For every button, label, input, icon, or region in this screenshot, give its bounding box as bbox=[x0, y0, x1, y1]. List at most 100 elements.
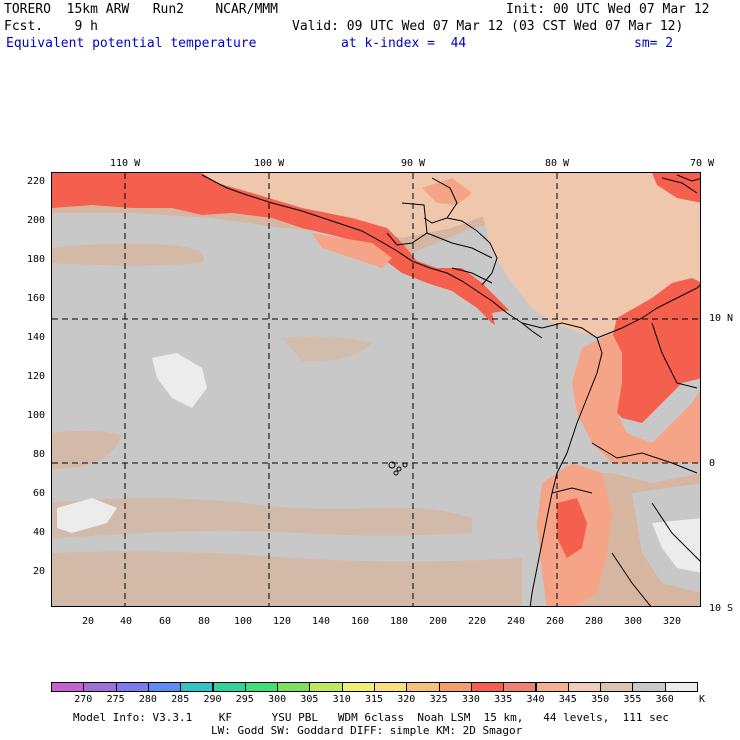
colorbar-swatch bbox=[51, 682, 85, 692]
peach-caribbean bbox=[482, 173, 700, 338]
x-tick: 20 bbox=[82, 616, 95, 627]
coastline-caribbean-islands bbox=[661, 177, 698, 194]
border-nicaragua bbox=[451, 267, 493, 284]
border-colombia-venezuela bbox=[651, 322, 698, 389]
colorbar-label: 295 bbox=[235, 694, 254, 705]
colorbar-label: 345 bbox=[558, 694, 577, 705]
x-tick: 240 bbox=[507, 616, 526, 627]
x-tick: 140 bbox=[312, 616, 331, 627]
colorbar-swatch bbox=[632, 682, 666, 692]
x-tick: 60 bbox=[159, 616, 172, 627]
colorbar-label: 270 bbox=[74, 694, 93, 705]
level-index: at k-index = 44 bbox=[341, 36, 467, 51]
colorbar-label: 350 bbox=[591, 694, 610, 705]
lat-label-10s: 10 S bbox=[709, 603, 734, 614]
colorbar-swatch bbox=[244, 682, 279, 692]
y-tick: 120 bbox=[27, 371, 46, 382]
colorbar-label: 290 bbox=[203, 694, 222, 705]
x-tick: 200 bbox=[429, 616, 448, 627]
colorbar-swatch bbox=[535, 682, 569, 692]
colorbar-label: 300 bbox=[268, 694, 287, 705]
y-tick: 60 bbox=[33, 488, 46, 499]
galapagos-island bbox=[396, 466, 402, 472]
x-tick: 280 bbox=[585, 616, 604, 627]
x-tick: 220 bbox=[468, 616, 487, 627]
salmon-band-south-mexico bbox=[312, 233, 392, 268]
header-init-time: Init: 00 UTC Wed 07 Mar 12 bbox=[506, 2, 710, 17]
colorbar-label: 280 bbox=[138, 694, 157, 705]
y-tick: 80 bbox=[33, 449, 46, 460]
colorbar-swatch bbox=[567, 682, 602, 692]
footer-model-info: Model Info: V3.3.1 KF YSU PBL WDM 6class… bbox=[73, 711, 670, 724]
colorbar-label: 360 bbox=[655, 694, 674, 705]
colorbar-swatch bbox=[341, 682, 375, 692]
footer-physics-info: LW: Godd SW: Goddard DIFF: simple KM: 2D… bbox=[211, 724, 523, 737]
colorbar-swatch bbox=[277, 682, 311, 692]
border-peru-brazil bbox=[651, 502, 700, 562]
y-tick: 140 bbox=[27, 332, 46, 343]
y-tick: 100 bbox=[27, 410, 46, 421]
x-tick: 100 bbox=[234, 616, 253, 627]
lon-label-90w: 90 W bbox=[401, 158, 426, 169]
border-honduras bbox=[426, 232, 493, 259]
theta-e-field-map bbox=[52, 173, 700, 606]
field-name: Equivalent potential temperature bbox=[6, 36, 257, 51]
colorbar-label: 285 bbox=[171, 694, 190, 705]
x-tick: 300 bbox=[624, 616, 643, 627]
colorbar-swatch bbox=[438, 682, 472, 692]
colorbar-label: 355 bbox=[623, 694, 642, 705]
tan-patch-north bbox=[52, 243, 204, 266]
coastline-yucatan bbox=[423, 177, 458, 224]
x-tick: 40 bbox=[120, 616, 133, 627]
colorbar-unit: K bbox=[699, 694, 706, 705]
colorbar-swatch bbox=[115, 682, 149, 692]
y-tick: 220 bbox=[27, 176, 46, 187]
border-ecuador-peru bbox=[551, 487, 593, 494]
colorbar-swatch bbox=[180, 682, 214, 692]
y-tick: 200 bbox=[27, 215, 46, 226]
colorbar-swatch bbox=[503, 682, 537, 692]
x-tick: 120 bbox=[273, 616, 292, 627]
coastline-caribbean-sa bbox=[596, 284, 700, 339]
y-tick: 40 bbox=[33, 527, 46, 538]
colorbar-label: 305 bbox=[300, 694, 319, 705]
red-patch-northeast bbox=[652, 173, 700, 203]
galapagos-island bbox=[393, 470, 399, 476]
map-panel bbox=[51, 172, 701, 607]
salmon-patch-north-coast bbox=[422, 178, 472, 205]
colorbar-label: 335 bbox=[494, 694, 513, 705]
lat-label-0: 0 bbox=[709, 458, 716, 469]
white-patch-southwest bbox=[57, 498, 117, 533]
header-forecast-hour: Fcst. 9 h bbox=[4, 19, 98, 34]
coastline-mexico-central-america bbox=[201, 174, 543, 339]
y-tick: 180 bbox=[27, 254, 46, 265]
colorbar-label: 275 bbox=[106, 694, 125, 705]
lon-label-70w: 70 W bbox=[690, 158, 715, 169]
tan-patch-west bbox=[52, 430, 122, 469]
white-patch-center bbox=[152, 353, 207, 408]
colorbar-swatch bbox=[406, 682, 440, 692]
colorbar-swatch bbox=[309, 682, 343, 692]
colorbar-swatch bbox=[212, 682, 246, 692]
colorbar bbox=[51, 682, 698, 692]
colorbar-label: 340 bbox=[526, 694, 545, 705]
colorbar-swatch bbox=[374, 682, 408, 692]
header-model-run: TORERO 15km ARW Run2 NCAR/MMM bbox=[4, 2, 278, 17]
tan-swirl-south-1 bbox=[52, 498, 472, 538]
light-patch-south-america bbox=[652, 518, 700, 573]
colorbar-label: 315 bbox=[364, 694, 384, 705]
coastline-panama bbox=[521, 322, 603, 374]
border-colombia-peru bbox=[591, 442, 698, 474]
x-tick: 180 bbox=[390, 616, 409, 627]
salmon-region-colombia bbox=[572, 333, 700, 463]
colorbar-label: 320 bbox=[397, 694, 416, 705]
lon-label-100w: 100 W bbox=[254, 158, 285, 169]
border-guatemala bbox=[386, 202, 428, 246]
colorbar-swatch bbox=[470, 682, 505, 692]
header-valid-time: Valid: 09 UTC Wed 07 Mar 12 (03 CST Wed … bbox=[292, 19, 684, 34]
colorbar-label: 310 bbox=[332, 694, 351, 705]
smoothing-value: sm= 2 bbox=[634, 36, 674, 51]
lat-label-10n: 10 N bbox=[709, 313, 734, 324]
colorbar-swatch bbox=[147, 682, 182, 692]
x-tick: 80 bbox=[198, 616, 211, 627]
